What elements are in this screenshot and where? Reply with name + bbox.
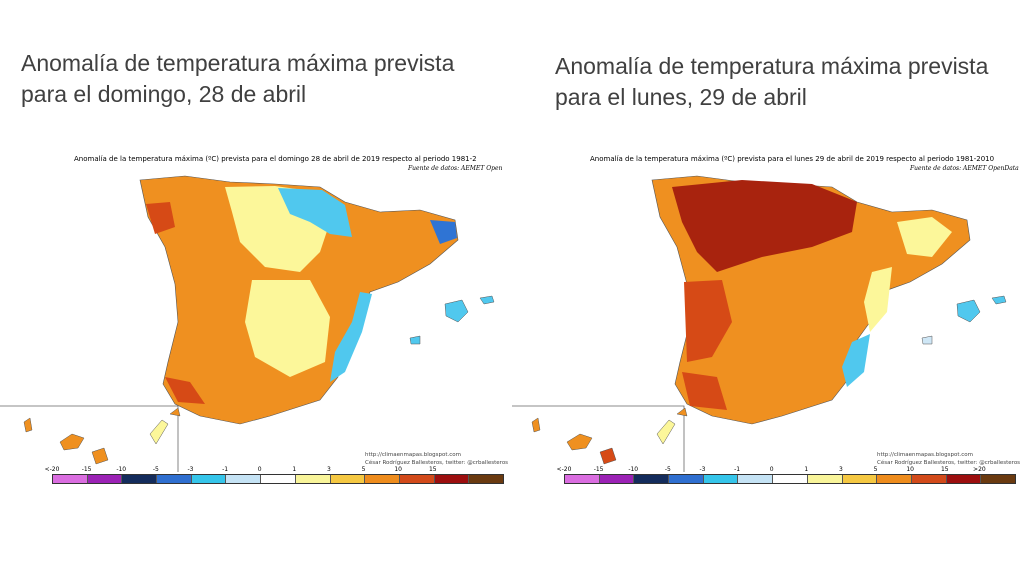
legend-swatch: [190, 475, 226, 483]
legend-tick-label: 15: [940, 466, 949, 473]
legend-tick-label: 3: [839, 466, 843, 473]
legend-swatch: [910, 475, 946, 483]
legend-tick-label: -15: [593, 466, 604, 473]
legend-tick-label: 3: [327, 466, 331, 473]
legend-swatch: [668, 475, 703, 483]
panel-headline: Anomalía de temperatura máxima prevista …: [555, 53, 989, 110]
legend-swatch: [225, 475, 261, 483]
legend-tick-label: 0: [257, 466, 262, 473]
canary-island-gran-canaria: [91, 447, 109, 465]
credit-author: César Rodríguez Ballesteros, twitter: @c…: [877, 460, 1021, 466]
legend-swatch: [633, 475, 669, 483]
canary-island-tenerife: [566, 433, 593, 451]
legend-swatch: [53, 475, 87, 483]
legend-swatch: [364, 475, 399, 483]
legend-tick-label: <-20: [556, 466, 572, 473]
anomaly-area-red-southwest: [682, 372, 727, 410]
anomaly-area-yellow-northeast: [897, 217, 952, 257]
balearic-islands: [956, 299, 981, 323]
color-legend: [564, 474, 1016, 484]
legend-tick-label: -3: [699, 466, 706, 473]
map-caption: Anomalía de la temperatura máxima (ºC) p…: [74, 155, 477, 163]
legend-swatch: [876, 475, 911, 483]
legend-swatch: [121, 475, 157, 483]
canary-island-fuerteventura: [656, 419, 676, 445]
legend-tick-label: -1: [734, 466, 741, 473]
canary-inset-frame: [0, 405, 179, 472]
legend-tick-label: -1: [222, 466, 229, 473]
legend-swatch: [398, 475, 434, 483]
legend-swatch: [156, 475, 191, 483]
legend-swatch: [841, 475, 877, 483]
legend-swatch: [772, 475, 807, 483]
legend-tick-label: -5: [664, 466, 671, 473]
map-panel-sunday: Anomalía de temperatura máxima prevista …: [0, 50, 509, 484]
map-source: Fuente de datos: AEMET Open: [408, 165, 503, 172]
legend-tick-label: 1: [292, 466, 297, 473]
legend-swatch: [433, 475, 469, 483]
anomaly-map: [512, 175, 1007, 472]
legend-swatch: [260, 475, 295, 483]
anomaly-area-blue-pyrenees: [430, 220, 457, 244]
balearic-islands: [444, 299, 469, 323]
legend-swatch: [598, 475, 634, 483]
anomaly-area-red-southwest: [165, 377, 205, 404]
canary-island-lanzarote: [676, 407, 688, 417]
anomaly-area-blue-north: [278, 188, 352, 237]
anomaly-area-yellow-center: [245, 280, 330, 377]
legend-swatch: [329, 475, 365, 483]
legend-tick-label: 0: [769, 466, 774, 473]
legend-swatch: [294, 475, 330, 483]
panel-headline: Anomalía de temperatura máxima prevista …: [21, 50, 455, 107]
color-legend: [52, 474, 504, 484]
legend-tick-label: 5: [873, 466, 878, 473]
legend-tick-label: >20: [973, 466, 986, 473]
legend-tick-label: <-20: [44, 466, 60, 473]
legend-tick-label: 10: [394, 466, 402, 473]
anomaly-map: [0, 175, 495, 472]
legend-tick-label: -5: [152, 466, 159, 473]
legend-swatch: [702, 475, 738, 483]
ibiza-island: [921, 335, 933, 345]
canary-island-tenerife: [59, 433, 85, 451]
legend-tick-label: 10: [906, 466, 914, 473]
legend-tick-label: -10: [116, 466, 127, 473]
anomaly-area-red-northwest: [146, 202, 175, 234]
legend-swatch: [806, 475, 842, 483]
ibiza-island: [409, 335, 421, 345]
legend-swatch: [468, 475, 503, 483]
legend-tick-label: 15: [428, 466, 437, 473]
minorca-island: [479, 295, 495, 305]
minorca-island: [991, 295, 1007, 305]
anomaly-area-yellow-east: [864, 267, 892, 332]
anomaly-area-red-west: [684, 280, 732, 362]
map-caption: Anomalía de la temperatura máxima (ºC) p…: [590, 155, 995, 163]
credit-url: http://climaenmapas.blogspot.com: [877, 452, 973, 458]
legend-tick-label: -10: [628, 466, 639, 473]
credit-author: César Rodríguez Ballesteros, twitter: @c…: [365, 460, 509, 466]
canary-island-lanzarote: [169, 407, 181, 417]
legend-swatch: [945, 475, 981, 483]
legend-tick-label: -15: [81, 466, 92, 473]
legend-swatch: [737, 475, 773, 483]
map-source: Fuente de datos: AEMET OpenData: [910, 165, 1019, 172]
legend-tick-label: 1: [804, 466, 809, 473]
legend-swatch: [86, 475, 122, 483]
legend-tick-label: -3: [187, 466, 194, 473]
canary-inset-frame: [512, 405, 685, 472]
credit-url: http://climaenmapas.blogspot.com: [365, 452, 461, 458]
legend-swatch: [980, 475, 1015, 483]
canary-island-lapalma: [531, 417, 541, 433]
canary-island-gran-canaria: [599, 447, 617, 465]
anomaly-area-darkred-north: [672, 180, 857, 272]
canary-island-lapalma: [23, 417, 33, 433]
anomaly-area-blue-southeast: [842, 334, 870, 387]
legend-swatch: [565, 475, 599, 483]
map-panel-monday: Anomalía de temperatura máxima prevista …: [512, 0, 1024, 576]
legend-tick-label: 5: [361, 466, 366, 473]
canary-island-fuerteventura: [149, 419, 169, 445]
anomaly-area-blue-east: [330, 292, 372, 382]
